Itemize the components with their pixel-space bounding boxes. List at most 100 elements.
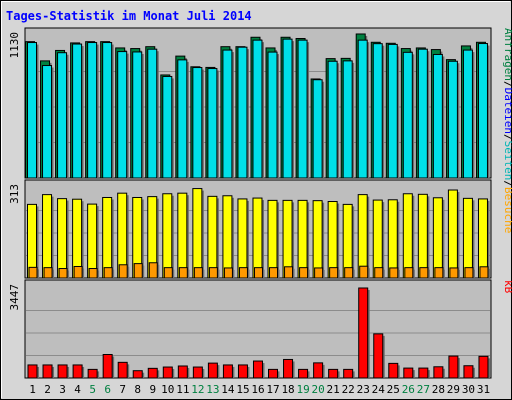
bar-kb-24 (373, 333, 384, 379)
bar-dateien-22 (342, 60, 353, 179)
bar-kb-4 (72, 364, 83, 379)
bar-seiten-25 (387, 199, 398, 279)
bar-dateien-17 (267, 51, 278, 179)
bar-dateien-11 (177, 59, 188, 179)
x-tick-label-5: 5 (89, 383, 96, 396)
x-tick-label-23: 23 (357, 383, 370, 396)
bar-besuche-31 (479, 266, 489, 279)
bar-dateien-5 (87, 42, 98, 179)
bar-besuche-1 (28, 266, 38, 279)
legend-item-: / (502, 180, 512, 187)
bar-seiten-15 (237, 198, 248, 279)
bar-besuche-9 (148, 262, 158, 279)
bar-kb-7 (117, 361, 128, 379)
bar-kb-2 (42, 364, 53, 379)
bar-besuche-12 (193, 267, 203, 279)
bar-dateien-3 (57, 52, 68, 179)
bar-seiten-27 (417, 193, 428, 279)
bar-besuche-7 (118, 264, 128, 279)
bar-dateien-30 (462, 49, 473, 179)
x-tick-label-11: 11 (176, 383, 189, 396)
bar-besuche-16 (253, 267, 263, 279)
x-tick-label-12: 12 (191, 383, 204, 396)
legend-item-kb: kB (502, 280, 512, 294)
bar-besuche-28 (434, 267, 444, 279)
bar-seiten-26 (402, 193, 413, 279)
bar-kb-18 (283, 358, 294, 379)
x-tick-label-4: 4 (74, 383, 81, 396)
bar-besuche-27 (419, 267, 429, 279)
bar-kb-3 (57, 364, 68, 379)
chart-highlight-left (1, 1, 2, 398)
bar-seiten-3 (57, 198, 68, 279)
bar-kb-27 (418, 367, 429, 379)
bar-dateien-10 (162, 75, 173, 179)
x-tick-label-20: 20 (312, 383, 325, 396)
bar-seiten-20 (312, 200, 323, 279)
bar-dateien-20 (312, 79, 323, 179)
bar-kb-10 (162, 366, 173, 379)
bar-kb-20 (313, 362, 324, 379)
bar-besuche-22 (344, 267, 354, 279)
bar-seiten-24 (372, 199, 383, 279)
bar-kb-1 (27, 364, 38, 379)
bar-besuche-6 (103, 267, 113, 279)
x-tick-label-3: 3 (59, 383, 66, 396)
bar-seiten-16 (252, 197, 263, 279)
x-tick-label-15: 15 (236, 383, 249, 396)
x-tick-label-6: 6 (104, 383, 111, 396)
y-max-label-middle: 313 (8, 184, 21, 204)
bar-seiten-11 (177, 192, 188, 279)
bar-dateien-25 (387, 43, 398, 179)
bar-kb-16 (252, 360, 263, 379)
bar-dateien-8 (132, 51, 143, 179)
bar-dateien-23 (357, 39, 368, 179)
bar-dateien-4 (72, 43, 83, 179)
bar-besuche-17 (269, 267, 279, 279)
bar-besuche-20 (314, 267, 324, 279)
bar-dateien-9 (147, 48, 158, 179)
bar-kb-29 (448, 355, 459, 379)
x-tick-label-28: 28 (432, 383, 445, 396)
bar-seiten-2 (42, 194, 53, 279)
x-tick-label-30: 30 (462, 383, 475, 396)
bar-kb-25 (388, 362, 399, 379)
bar-besuche-5 (88, 268, 98, 279)
x-tick-label-25: 25 (387, 383, 400, 396)
x-tick-label-31: 31 (477, 383, 490, 396)
bar-seiten-28 (432, 197, 443, 279)
bar-besuche-30 (464, 267, 474, 279)
bar-dateien-15 (237, 46, 248, 179)
bar-dateien-13 (207, 68, 218, 179)
bar-kb-12 (192, 366, 203, 379)
legend-item-: / (502, 81, 512, 88)
bar-dateien-16 (252, 39, 263, 179)
x-tick-label-9: 9 (149, 383, 156, 396)
bar-seiten-17 (267, 199, 278, 279)
bar-dateien-26 (402, 51, 413, 179)
bar-dateien-29 (447, 60, 458, 179)
bar-dateien-2 (42, 65, 53, 179)
bar-besuche-8 (133, 263, 143, 279)
bar-besuche-19 (299, 267, 309, 279)
bar-kb-23 (358, 287, 369, 379)
bar-dateien-31 (477, 43, 488, 179)
bar-seiten-12 (192, 188, 203, 279)
bar-kb-21 (328, 368, 339, 379)
x-tick-label-7: 7 (119, 383, 126, 396)
bar-besuche-2 (43, 267, 53, 279)
bar-besuche-29 (449, 267, 459, 279)
bar-kb-17 (268, 368, 279, 379)
bar-besuche-10 (163, 267, 173, 279)
bar-seiten-6 (102, 196, 113, 279)
legend-item-dateien: Dateien (502, 88, 512, 134)
bar-besuche-18 (284, 266, 294, 279)
x-axis-labels: 1 2 3 4 5 6 7 8 9 10 11 12 13 14 15 16 17 18 19 20 21 22 23 24 2… (29, 383, 490, 396)
x-tick-label-17: 17 (266, 383, 279, 396)
x-tick-label-2: 2 (44, 383, 51, 396)
x-tick-label-26: 26 (402, 383, 415, 396)
bar-seiten-22 (342, 203, 353, 279)
bar-besuche-13 (208, 267, 218, 279)
x-tick-label-16: 16 (251, 383, 264, 396)
